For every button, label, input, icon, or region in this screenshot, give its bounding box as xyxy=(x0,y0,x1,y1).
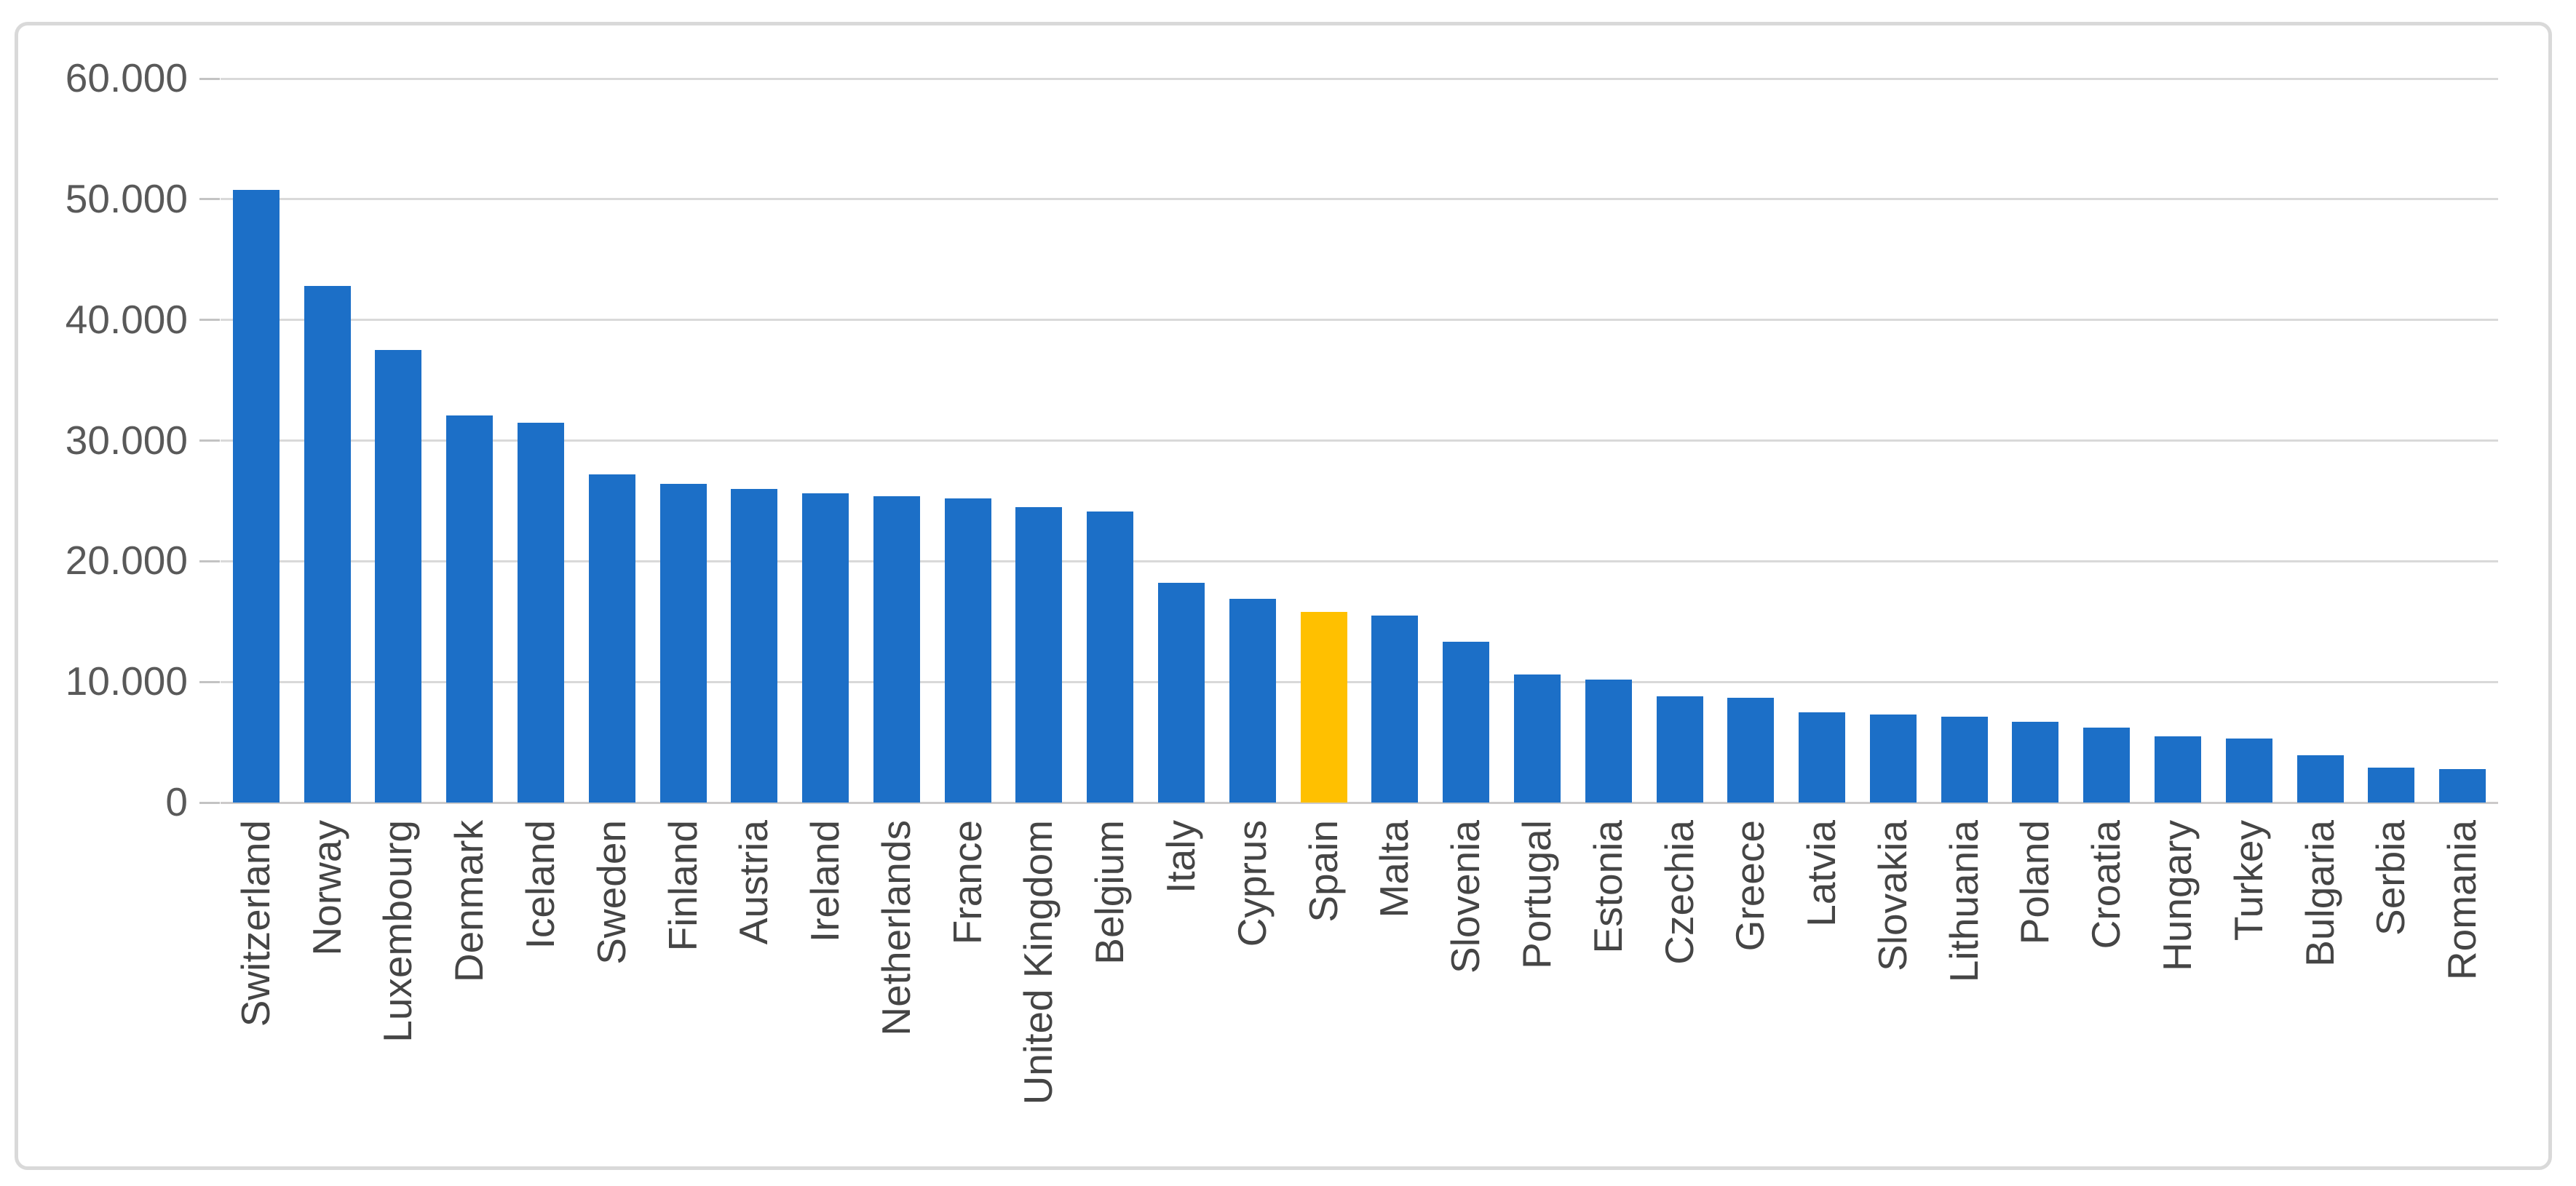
y-axis-label-40.000: 40.000 xyxy=(65,296,188,342)
bar-lithuania xyxy=(1941,717,1988,803)
bar-latvia xyxy=(1799,712,1846,803)
y-axis-label-50.000: 50.000 xyxy=(65,175,188,221)
y-axis-label-60.000: 60.000 xyxy=(65,55,188,100)
bar-portugal xyxy=(1513,674,1561,803)
x-axis-label-malta: Malta xyxy=(1371,820,1417,918)
bar-croatia xyxy=(2083,728,2131,803)
bar-france xyxy=(944,498,991,803)
x-axis-label-latvia: Latvia xyxy=(1799,820,1844,927)
gridline-60.000 xyxy=(221,77,2498,80)
x-axis-label-france: France xyxy=(944,820,990,945)
y-axis-tick xyxy=(199,560,220,562)
x-axis-label-slovakia: Slovakia xyxy=(1869,820,1915,971)
bar-austria xyxy=(731,488,778,803)
bar-slovenia xyxy=(1443,642,1490,803)
x-axis-label-belgium: Belgium xyxy=(1087,820,1133,965)
y-axis-tick xyxy=(199,680,220,683)
x-axis-label-slovenia: Slovenia xyxy=(1443,820,1489,974)
gridline-40.000 xyxy=(221,319,2498,322)
bar-luxembourg xyxy=(375,350,422,803)
bar-spain xyxy=(1300,611,1347,803)
gridline-30.000 xyxy=(221,439,2498,442)
x-axis-label-croatia: Croatia xyxy=(2083,820,2129,950)
x-axis-label-greece: Greece xyxy=(1727,820,1773,952)
x-axis-label-ireland: Ireland xyxy=(802,820,848,943)
bar-greece xyxy=(1727,697,1775,803)
x-axis-label-czechia: Czechia xyxy=(1656,820,1702,965)
bar-belgium xyxy=(1087,512,1134,803)
x-axis-label-switzerland: Switzerland xyxy=(232,820,278,1027)
x-axis-label-estonia: Estonia xyxy=(1585,820,1630,954)
y-axis-label-10.000: 10.000 xyxy=(65,658,188,704)
y-axis-label-0: 0 xyxy=(165,779,188,824)
bar-italy xyxy=(1158,583,1205,803)
bar-estonia xyxy=(1585,679,1632,803)
x-axis-label-romania: Romania xyxy=(2439,820,2485,981)
x-axis-label-italy: Italy xyxy=(1158,820,1204,894)
bar-iceland xyxy=(518,422,565,803)
bar-cyprus xyxy=(1229,598,1276,803)
bar-turkey xyxy=(2225,739,2272,803)
bar-netherlands xyxy=(873,496,920,803)
x-axis-label-hungary: Hungary xyxy=(2154,820,2200,971)
bar-finland xyxy=(659,484,707,803)
x-axis-label-united-kingdom: United Kingdom xyxy=(1015,820,1061,1105)
gridline-10.000 xyxy=(221,680,2498,683)
bar-denmark xyxy=(446,415,494,803)
bar-hungary xyxy=(2154,736,2201,803)
x-axis-label-luxembourg: Luxembourg xyxy=(375,820,421,1043)
bar-malta xyxy=(1371,615,1419,803)
x-axis-label-poland: Poland xyxy=(2012,820,2058,945)
bar-ireland xyxy=(802,493,849,803)
bar-bulgaria xyxy=(2296,755,2344,803)
x-axis-line xyxy=(221,801,2498,804)
bar-sweden xyxy=(588,474,635,803)
bar-czechia xyxy=(1656,696,1703,803)
x-axis-label-sweden: Sweden xyxy=(588,820,634,965)
x-axis-label-portugal: Portugal xyxy=(1513,820,1559,969)
y-axis-tick xyxy=(199,198,220,201)
x-axis-label-finland: Finland xyxy=(659,820,705,952)
x-axis-label-iceland: Iceland xyxy=(518,820,563,950)
x-axis-label-norway: Norway xyxy=(304,820,349,956)
x-axis-label-denmark: Denmark xyxy=(446,820,492,983)
x-axis-label-lithuania: Lithuania xyxy=(1941,820,1986,983)
bar-serbia xyxy=(2368,767,2415,803)
y-axis-tick xyxy=(199,801,220,804)
x-axis-label-cyprus: Cyprus xyxy=(1229,820,1275,947)
bar-norway xyxy=(304,286,351,803)
y-axis-tick xyxy=(199,77,220,80)
y-axis-tick xyxy=(199,319,220,322)
x-axis-label-austria: Austria xyxy=(731,820,777,945)
gridline-50.000 xyxy=(221,198,2498,201)
gridline-20.000 xyxy=(221,560,2498,562)
x-axis-label-turkey: Turkey xyxy=(2225,820,2271,942)
x-axis-label-bulgaria: Bulgaria xyxy=(2296,820,2342,967)
y-axis-label-30.000: 30.000 xyxy=(65,417,188,463)
x-axis-label-netherlands: Netherlands xyxy=(873,820,919,1036)
x-axis-label-serbia: Serbia xyxy=(2368,820,2414,936)
bar-romania xyxy=(2439,768,2486,803)
y-axis-label-20.000: 20.000 xyxy=(65,538,188,584)
bar-poland xyxy=(2012,721,2059,803)
bar-united-kingdom xyxy=(1015,506,1063,803)
x-axis-label-spain: Spain xyxy=(1300,820,1346,923)
y-axis-tick xyxy=(199,439,220,442)
bar-switzerland xyxy=(232,189,280,803)
chart-frame xyxy=(15,22,2552,1170)
bar-slovakia xyxy=(1869,714,1917,803)
